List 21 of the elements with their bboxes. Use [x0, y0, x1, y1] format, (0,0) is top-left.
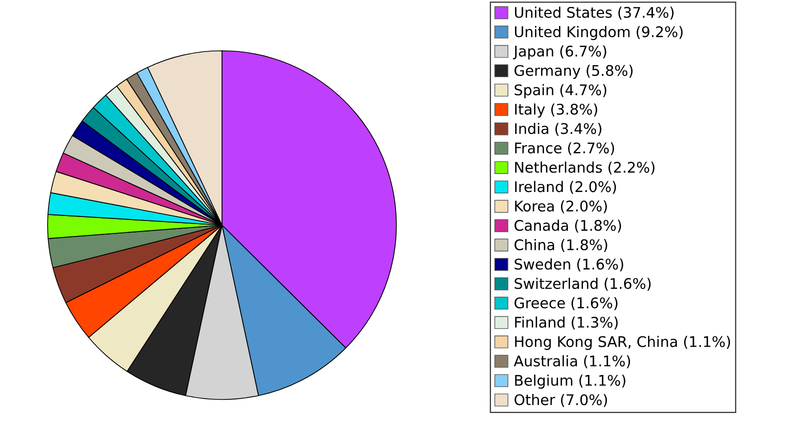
legend-label: Italy (3.8%): [515, 103, 598, 118]
legend-label: Sweden (1.6%): [514, 258, 624, 272]
legend-label: Canada (1.8%): [514, 220, 622, 233]
legend-label: Netherlands (2.2%): [515, 162, 654, 175]
legend-label: Japan (6.7%): [512, 45, 606, 60]
legend-label: Germany (5.8%): [514, 64, 633, 79]
legend-label: Australia (1.1%): [514, 355, 630, 368]
legend-label: Finland (1.3%): [515, 316, 618, 330]
legend-label: China (1.8%): [514, 239, 608, 252]
legend-label: Other (7.0%): [514, 394, 607, 407]
legend-label: Switzerland (1.6%): [514, 278, 651, 291]
legend-label: Ireland (2.0%): [515, 180, 616, 194]
legend-label: United Kingdom (9.2%): [515, 26, 683, 40]
legend-label: Belgium (1.1%): [515, 374, 626, 389]
legend-label: France (2.7%): [515, 142, 614, 156]
legend-label: Hong Kong SAR, China (1.1%): [515, 336, 730, 350]
legend-label: Korea (2.0%): [515, 200, 607, 214]
legend-label: Spain (4.7%): [514, 84, 606, 98]
legend-label: Greece (1.6%): [514, 297, 618, 310]
legend-label: India (3.4%): [515, 122, 602, 136]
legend-label: United States (37.4%): [515, 6, 674, 20]
